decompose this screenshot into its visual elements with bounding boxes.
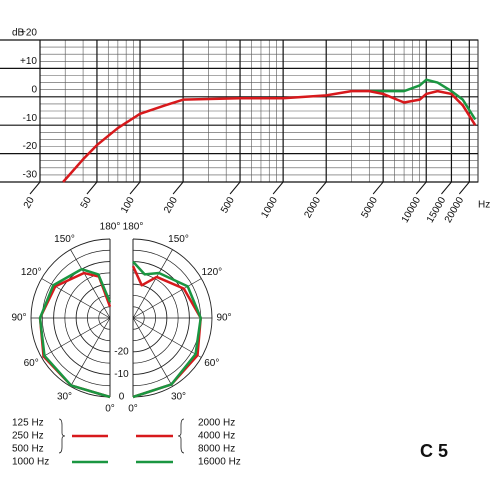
tick-mark	[372, 181, 384, 195]
response-curve	[62, 89, 477, 183]
angle-label: 30°	[171, 391, 186, 402]
y-tick-label: +20	[20, 28, 37, 39]
tick-mark	[86, 181, 98, 195]
legend-label: 8000 Hz	[198, 444, 235, 455]
angle-label: 30°	[57, 391, 72, 402]
y-tick-label: +10	[20, 56, 37, 67]
x-tick-label: 1000	[259, 195, 280, 220]
spoke	[132, 317, 202, 358]
spoke	[41, 278, 111, 319]
r-tick-label: -10	[114, 369, 129, 380]
r-tick-label: 0	[119, 392, 125, 403]
angle-label: 60°	[204, 358, 219, 369]
y-axis-label: dB	[12, 28, 25, 39]
y-tick-label: -30	[23, 170, 38, 181]
tick-mark	[229, 181, 241, 195]
tick-mark	[441, 181, 452, 195]
tick-mark	[458, 181, 470, 195]
tick-mark	[129, 181, 141, 195]
x-tick-label: 500	[219, 195, 237, 215]
legend-label: 500 Hz	[12, 444, 44, 455]
x-tick-label: 200	[162, 195, 180, 215]
spoke	[132, 249, 173, 319]
x-tick-label: 20	[22, 195, 37, 211]
x-tick-label: 2000	[302, 195, 323, 220]
legend-brace	[58, 418, 66, 454]
angle-label: 150°	[168, 234, 189, 245]
x-tick-label: 100	[119, 195, 137, 215]
response-curve	[369, 78, 477, 121]
x-tick-label: 5000	[359, 195, 380, 220]
spoke	[70, 317, 111, 387]
angle-label: 0°	[105, 404, 115, 415]
r-tick-label: -20	[114, 346, 129, 357]
angle-label: 60°	[24, 358, 39, 369]
legend-label: 4000 Hz	[198, 431, 235, 442]
angle-label: 180°	[100, 222, 121, 233]
spoke	[70, 249, 111, 319]
polar-curve	[132, 260, 202, 399]
tick-mark	[315, 181, 327, 195]
tick-mark	[272, 181, 284, 195]
x-tick-label: 20000	[443, 195, 467, 225]
spoke	[132, 317, 173, 387]
angle-label: 0°	[128, 404, 138, 415]
legend-label: 2000 Hz	[198, 418, 235, 429]
tick-mark	[172, 181, 184, 195]
legend-label: 125 Hz	[12, 418, 44, 429]
model-name: C 5	[420, 441, 448, 461]
spoke	[132, 278, 202, 319]
legend-brace	[177, 418, 185, 454]
legend-label: 1000 Hz	[12, 457, 49, 468]
y-tick-label: -10	[23, 113, 38, 124]
angle-label: 120°	[21, 267, 42, 278]
angle-label: 90°	[216, 313, 231, 324]
tick-mark	[415, 181, 427, 195]
legend-label: 250 Hz	[12, 431, 44, 442]
x-tick-label: 10000	[400, 195, 424, 225]
angle-label: 120°	[201, 267, 222, 278]
y-tick-label: 0	[31, 84, 37, 95]
angle-label: 90°	[11, 313, 26, 324]
x-axis-label: Hz	[478, 200, 490, 211]
spoke	[41, 317, 111, 358]
angle-label: 150°	[54, 234, 75, 245]
tick-mark	[29, 181, 41, 195]
legend-label: 16000 Hz	[198, 457, 241, 468]
y-tick-label: -20	[23, 141, 38, 152]
x-tick-label: 50	[79, 195, 94, 211]
polar-curve	[38, 267, 112, 399]
angle-label: 180°	[123, 222, 144, 233]
polar-curve	[131, 265, 202, 399]
